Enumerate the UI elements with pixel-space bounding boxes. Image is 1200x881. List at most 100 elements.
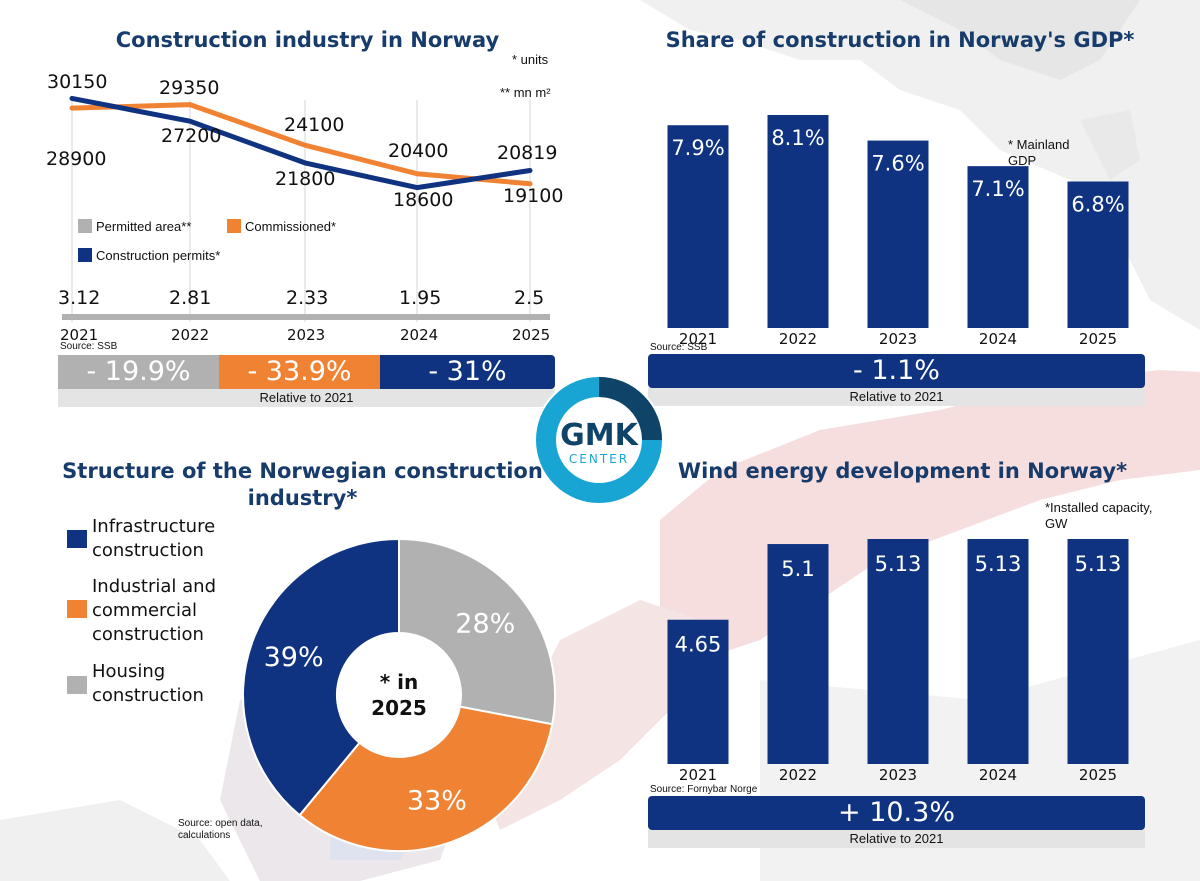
legend-commissioned-label: Commissioned* [245, 219, 337, 234]
gdp-change-strip: - 1.1% [648, 354, 1145, 388]
slice-label-0: 39% [264, 642, 324, 673]
x-tick-2025: 2025 [1079, 330, 1117, 345]
panel1-line-chart [62, 95, 550, 322]
gmk-center-logo: GMK CENTER [534, 375, 664, 505]
industrial-slice [298, 705, 554, 852]
panel2-relative: Relative to 2021 [648, 388, 1145, 406]
panel3-source: Source: open data, calculations [178, 818, 263, 841]
orange-swatch [227, 219, 241, 233]
strip-area: - 19.9% [58, 355, 219, 389]
area-note: ** mn m² [500, 85, 551, 100]
installed-capacity-note: *Installed capacity, GW [1045, 500, 1153, 531]
legend-permitted-area-label: Permitted area** [96, 219, 192, 234]
x-tick-2021: 2021 [679, 766, 717, 784]
logo-gmk: GMK [560, 418, 639, 453]
permits-2023-label: 21800 [275, 168, 336, 190]
units-note: * units [512, 52, 549, 67]
commissioned-line [69, 102, 533, 187]
housing-swatch [67, 676, 87, 694]
wind-bar-chart: 4.65 2021 5.1 2022 5.13 2023 5.13 2024 5.13 2025 [667, 539, 1129, 784]
construction-permits-line [69, 95, 533, 191]
panel4-title: Wind energy development in Norway* [677, 459, 1128, 483]
industrial-swatch [67, 600, 87, 618]
p1-x-tick-2024: 2024 [400, 326, 439, 344]
p1-x-tick-2023: 2023 [287, 326, 326, 344]
bar-label-2023: 7.6% [871, 152, 924, 176]
permits-2021-label: 30150 [47, 71, 108, 93]
legend-construction-permits-label: Construction permits* [96, 248, 221, 263]
x-tick-2025: 2025 [1079, 766, 1117, 784]
panel4-source: Source: Fornybar Norge [650, 784, 758, 795]
bar-label-2024: 7.1% [971, 177, 1024, 201]
center-label-line1: * in [380, 670, 419, 694]
bar-2022 [767, 544, 829, 764]
x-tick-2022: 2022 [779, 766, 817, 784]
area-2024-label: 1.95 [399, 287, 442, 309]
infrastructure-slice [242, 537, 400, 817]
legend-commissioned: Commissioned* [227, 219, 336, 234]
industrial-legend: Industrial and commercial construction [92, 576, 217, 645]
bar-label-2022: 5.1 [781, 557, 814, 581]
x-tick-2022: 2022 [779, 330, 817, 345]
panel4-relative: Relative to 2021 [648, 830, 1145, 848]
legend-permitted-area: Permitted area** [78, 219, 191, 234]
panel1-lines [69, 95, 533, 191]
bar-2025 [1067, 181, 1129, 328]
permits-2024-label: 18600 [393, 189, 454, 211]
bar-2024 [967, 539, 1029, 764]
gdp-bar-chart: 7.9% 2021 8.1% 2022 7.6% 2023 7.1% 2024 6.8% 2025 [667, 115, 1129, 345]
bar-label-2021: 4.65 [675, 633, 722, 657]
bar-2023 [867, 539, 929, 764]
p1-x-tick-2022: 2022 [171, 326, 210, 344]
permits-2025-label: 20819 [497, 142, 558, 164]
navy-swatch [78, 248, 92, 262]
p1-x-tick-2025: 2025 [512, 326, 551, 344]
bar-label-2025: 5.13 [1075, 552, 1122, 576]
donut-hole [338, 634, 460, 756]
panel1-grid [71, 100, 531, 322]
x-tick-2023: 2023 [879, 766, 917, 784]
logo-center: CENTER [569, 452, 629, 466]
bar-label-2025: 6.8% [1071, 193, 1124, 217]
bar-label-2022: 8.1% [771, 126, 824, 150]
permits-2022-label: 27200 [161, 125, 222, 147]
area-2023-label: 2.33 [286, 287, 329, 309]
wind-change-strip: + 10.3% [648, 796, 1145, 830]
mainland-gdp-note: * Mainland GDP [1008, 137, 1070, 168]
infrastructure-swatch [67, 530, 87, 548]
commissioned-2021-label: 28900 [46, 148, 107, 170]
panel1-relative: Relative to 2021 [58, 389, 555, 407]
strip-permits: - 31% [380, 355, 555, 389]
permitted-area-bar [62, 314, 550, 320]
housing-legend: Housing construction [92, 661, 204, 706]
commissioned-2023-label: 24100 [284, 114, 345, 136]
strip-commissioned: - 33.9% [219, 355, 380, 389]
panel2-source: Source: SSB [650, 342, 708, 353]
bar-label-2021: 7.9% [671, 136, 724, 160]
commissioned-2025-label: 19100 [503, 185, 564, 207]
infrastructure-legend: Infrastructure construction [92, 516, 216, 561]
panel2-title: Share of construction in Norway's GDP* [665, 28, 1135, 52]
center-label-line2: 2025 [371, 696, 427, 720]
bar-2023 [867, 140, 929, 328]
panel1-source: Source: SSB [60, 341, 118, 352]
x-tick-2021: 2021 [679, 330, 717, 345]
commissioned-2024-label: 20400 [388, 140, 449, 162]
bar-2024 [967, 166, 1029, 328]
area-2021-label: 3.12 [58, 287, 101, 309]
legend-construction-permits: Construction permits* [78, 248, 220, 263]
bar-2025 [1067, 539, 1129, 764]
bar-label-2024: 5.13 [975, 552, 1022, 576]
bar-2021 [667, 125, 729, 328]
panel3-title: Structure of the Norwegian construction … [62, 459, 543, 510]
p1-x-tick-2021: 2021 [60, 326, 99, 344]
bar-2022 [767, 115, 829, 328]
bar-label-2023: 5.13 [875, 552, 922, 576]
panel1-title: Construction industry in Norway [115, 28, 500, 52]
x-tick-2024: 2024 [979, 766, 1017, 784]
area-2022-label: 2.81 [169, 287, 212, 309]
gray-swatch [78, 219, 92, 233]
x-tick-2024: 2024 [979, 330, 1017, 345]
area-2025-label: 2.5 [514, 287, 545, 309]
